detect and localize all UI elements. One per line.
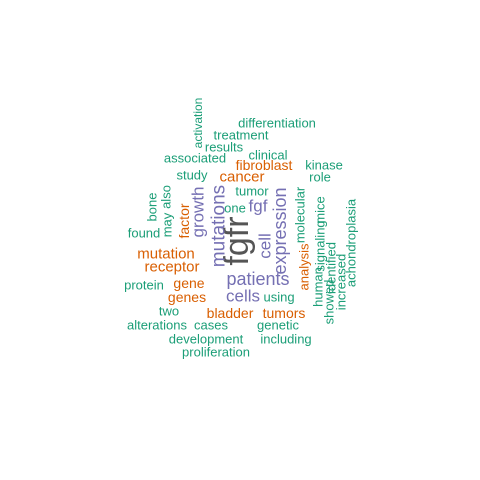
word-tumors: tumors <box>263 305 306 321</box>
word-clinical: clinical <box>248 148 287 163</box>
word-bone: bone <box>145 193 160 222</box>
word-genetic: genetic <box>257 318 299 333</box>
word-achondroplasia: achondroplasia <box>344 198 359 287</box>
word-cases: cases <box>194 318 228 333</box>
word-identified: identified <box>324 242 339 294</box>
word-molecular: molecular <box>293 186 308 243</box>
word-fgfr: fgfr <box>218 216 256 265</box>
word-cells: cells <box>226 287 260 306</box>
word-development: development <box>169 332 244 347</box>
word-tumor: tumor <box>235 184 269 199</box>
word-patients: patients <box>226 269 289 289</box>
word-cancer: cancer <box>219 169 264 186</box>
word-one: one <box>224 201 246 216</box>
word-two: two <box>159 304 179 319</box>
word-protein: protein <box>124 278 164 293</box>
word-showed: showed <box>322 280 337 325</box>
word-role: role <box>309 170 331 185</box>
word-mutation: mutation <box>137 246 195 263</box>
word-human: human <box>311 267 326 307</box>
word-alterations: alterations <box>127 318 187 333</box>
word-expression: expression <box>270 187 290 274</box>
word-growth: growth <box>189 186 208 237</box>
word-signaling: signaling <box>313 220 328 271</box>
word-mice: mice <box>313 196 328 223</box>
word-using: using <box>263 290 294 305</box>
word-cell: cell <box>256 233 275 259</box>
word-fgf: fgf <box>249 197 268 216</box>
word-proliferation: proliferation <box>182 345 250 360</box>
word-including: including <box>260 332 311 347</box>
word-results: results <box>205 140 244 155</box>
word-genes: genes <box>168 289 206 305</box>
word-found: found <box>128 226 161 241</box>
word-may: may <box>160 212 175 237</box>
word-bladder: bladder <box>207 305 254 321</box>
word-analysis: analysis <box>297 243 312 290</box>
word-activation: activation <box>191 98 205 149</box>
word-associated: associated <box>164 151 226 166</box>
word-factor: factor <box>176 203 192 238</box>
word-also: also <box>159 185 174 209</box>
word-gene: gene <box>173 275 204 291</box>
word-increased: increased <box>334 254 349 310</box>
word-mutations: mutations <box>209 185 230 267</box>
word-study: study <box>176 168 208 183</box>
word-treatment: treatment <box>214 128 269 143</box>
word-fibroblast: fibroblast <box>236 157 293 173</box>
word-kinase: kinase <box>305 158 343 173</box>
word-receptor: receptor <box>144 259 199 276</box>
word-differentiation: differentiation <box>238 116 316 131</box>
